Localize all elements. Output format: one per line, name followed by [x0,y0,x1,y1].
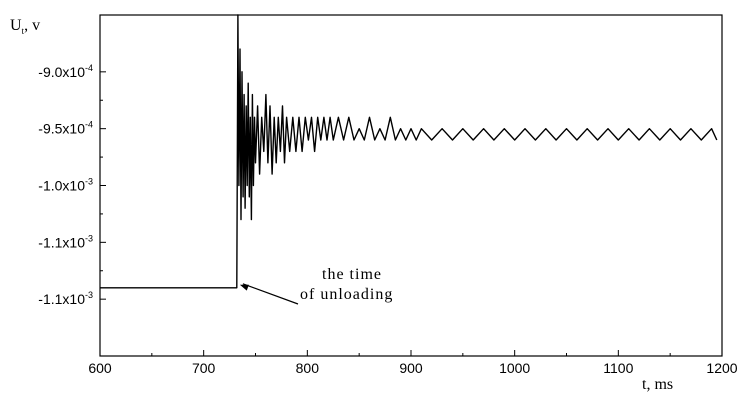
plot-frame [99,14,723,357]
x-tick-label: 800 [296,360,320,376]
y-axis-title: Ut, v [10,17,40,36]
x-tick-label: 1000 [499,360,530,376]
y-tick-label: -1.1x10-3 [38,233,93,250]
y-tick-label: -1.1x10-3 [38,290,93,307]
x-tick-labels: 600 700 800 900 1000 1100 1200 [88,360,737,376]
series-line [100,14,718,289]
annotation: the time of unloading [239,266,393,305]
y-tick-label: -9.0x10-4 [38,63,93,80]
x-tick-label: 600 [88,360,112,376]
x-tick-label: 1200 [706,360,737,376]
x-tick-label: 900 [399,360,423,376]
axis-ticks [99,71,723,356]
x-axis-title: t, ms [642,376,673,393]
annotation-arrowhead [239,284,249,291]
annotation-arrow [242,283,299,305]
annotation-line-1: the time [322,266,382,283]
x-tick-label: 1100 [603,360,633,376]
y-tick-labels: -9.0x10-4 -9.5x10-4 -1.0x10-3 -1.1x10-3 -1.1… [38,63,93,307]
annotation-line-2: of unloading [300,286,393,303]
x-tick-label: 700 [192,360,216,376]
y-tick-label: -1.0x10-3 [38,177,93,194]
y-tick-label: -9.5x10-4 [38,120,93,137]
